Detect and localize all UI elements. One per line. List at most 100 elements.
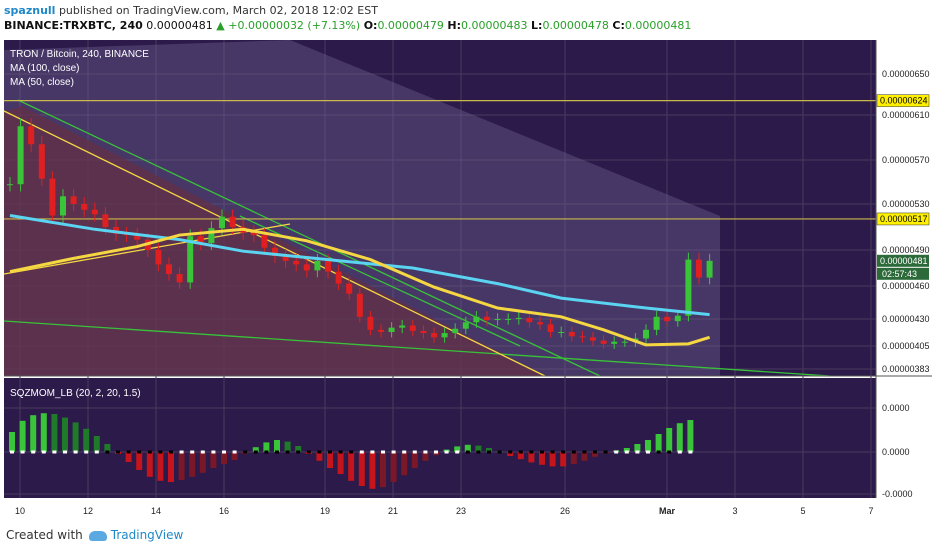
squeeze-dot: [84, 450, 89, 454]
squeeze-dot: [190, 450, 195, 454]
momentum-bar: [348, 452, 355, 481]
candle-body: [611, 341, 618, 344]
squeeze-dot: [41, 450, 46, 454]
candle-body: [49, 178, 56, 216]
squeeze-dot: [603, 450, 608, 454]
squeeze-dot: [614, 450, 619, 454]
squeeze-dot: [529, 450, 534, 454]
momentum-bar: [263, 442, 270, 452]
momentum-bar: [666, 428, 673, 452]
price-tick-label: 0.00000650: [882, 69, 930, 79]
candle-body: [176, 274, 183, 283]
candle-body: [494, 319, 501, 321]
time-axis[interactable]: 10 12 14 16 19 21 23 26 Mar 3 5 7: [15, 506, 874, 516]
candle-body: [653, 316, 660, 330]
tradingview-brand[interactable]: TradingView: [110, 528, 184, 542]
time-tick-label: 10: [15, 506, 25, 516]
squeeze-dot: [402, 450, 407, 454]
price-tick-label: 0.00000383: [882, 364, 930, 374]
momentum-bar: [549, 452, 556, 467]
candle-body: [473, 316, 480, 323]
squeeze-dot: [646, 450, 650, 454]
squeeze-dot: [296, 450, 301, 454]
candle-body: [38, 144, 45, 179]
squeeze-dot: [656, 450, 661, 454]
momentum-bar: [623, 448, 630, 452]
candle-body: [282, 256, 289, 261]
tradingview-logo-icon: [88, 530, 107, 541]
ma50-line: [9, 227, 711, 347]
momentum-bar: [358, 452, 365, 486]
squeeze-dot: [582, 450, 587, 454]
momentum-bar: [507, 452, 514, 456]
price-label-text: 0.00000481: [880, 256, 928, 266]
squeeze-dot: [147, 450, 152, 454]
candle-body: [166, 264, 172, 274]
indicator-tick-label: -0.0000: [882, 489, 913, 499]
candle-body: [484, 316, 490, 321]
candle-body: [621, 341, 628, 343]
momentum-bar: [464, 444, 471, 452]
candle-body: [335, 271, 342, 284]
candle-body: [568, 331, 575, 337]
squeeze-dot: [550, 450, 555, 454]
momentum-bar: [157, 452, 164, 481]
squeeze-dot: [677, 450, 682, 454]
price-label-badge: [877, 254, 929, 267]
price-label-text: 0.00000624: [880, 96, 928, 106]
chart-title: TRON / Bitcoin, 240, BINANCE: [10, 49, 149, 60]
squeeze-dot: [593, 450, 597, 454]
time-tick-label: 7: [868, 506, 873, 516]
candle-body: [388, 327, 395, 332]
username-link[interactable]: spaznull: [4, 4, 56, 17]
candle-body: [420, 330, 427, 334]
squeeze-dot: [381, 450, 385, 454]
squeeze-dot: [306, 450, 311, 454]
squeeze-dot: [476, 450, 481, 454]
squeeze-dot: [211, 450, 216, 454]
candle-body: [314, 260, 321, 271]
squeeze-dot: [444, 450, 449, 454]
momentum-bar: [19, 420, 26, 452]
squeeze-dot: [412, 450, 417, 454]
squeeze-dot: [518, 450, 523, 454]
momentum-histogram: [9, 413, 694, 489]
time-tick-label: Mar: [659, 506, 676, 516]
momentum-bar: [369, 452, 376, 489]
candle-body: [441, 333, 448, 338]
chart-canvas[interactable]: 0.00000650 0.00000610 0.00000570 0.00000530…: [0, 36, 932, 526]
indicator-axis[interactable]: 0.0000 0.0000 -0.0000: [882, 403, 913, 499]
candle-body: [250, 232, 257, 236]
last-price: 0.00000481: [146, 19, 213, 32]
momentum-bar: [337, 452, 344, 474]
squeeze-dot: [349, 450, 354, 454]
momentum-bar: [274, 440, 280, 452]
momentum-bar: [295, 446, 302, 452]
candle-body: [685, 259, 692, 316]
squeeze-dot: [126, 450, 131, 454]
candle-body: [155, 250, 162, 265]
squeeze-dot: [688, 450, 693, 454]
candle-body: [579, 336, 586, 338]
candle-body: [346, 283, 353, 294]
squeeze-dot: [137, 450, 142, 454]
squeeze-dot: [253, 450, 258, 454]
candle-body: [378, 329, 384, 332]
high-label: H:: [447, 19, 462, 32]
momentum-bar: [51, 414, 58, 452]
momentum-bar: [93, 436, 100, 452]
horizontal-levels: [4, 100, 876, 220]
candle-body: [515, 317, 522, 319]
countdown-badge: [877, 267, 929, 280]
momentum-bar: [634, 444, 641, 452]
squeeze-dot: [200, 450, 205, 454]
candle-body: [674, 315, 681, 322]
momentum-bar: [454, 446, 461, 452]
momentum-bar: [380, 452, 386, 488]
price-axis[interactable]: 0.00000650 0.00000610 0.00000570 0.00000530…: [882, 69, 930, 374]
change-arrow-icon: ▲: [216, 19, 225, 32]
candle-body: [558, 331, 565, 333]
momentum-bar: [168, 452, 174, 482]
squeeze-dot: [328, 450, 332, 454]
candle-body: [81, 204, 88, 210]
